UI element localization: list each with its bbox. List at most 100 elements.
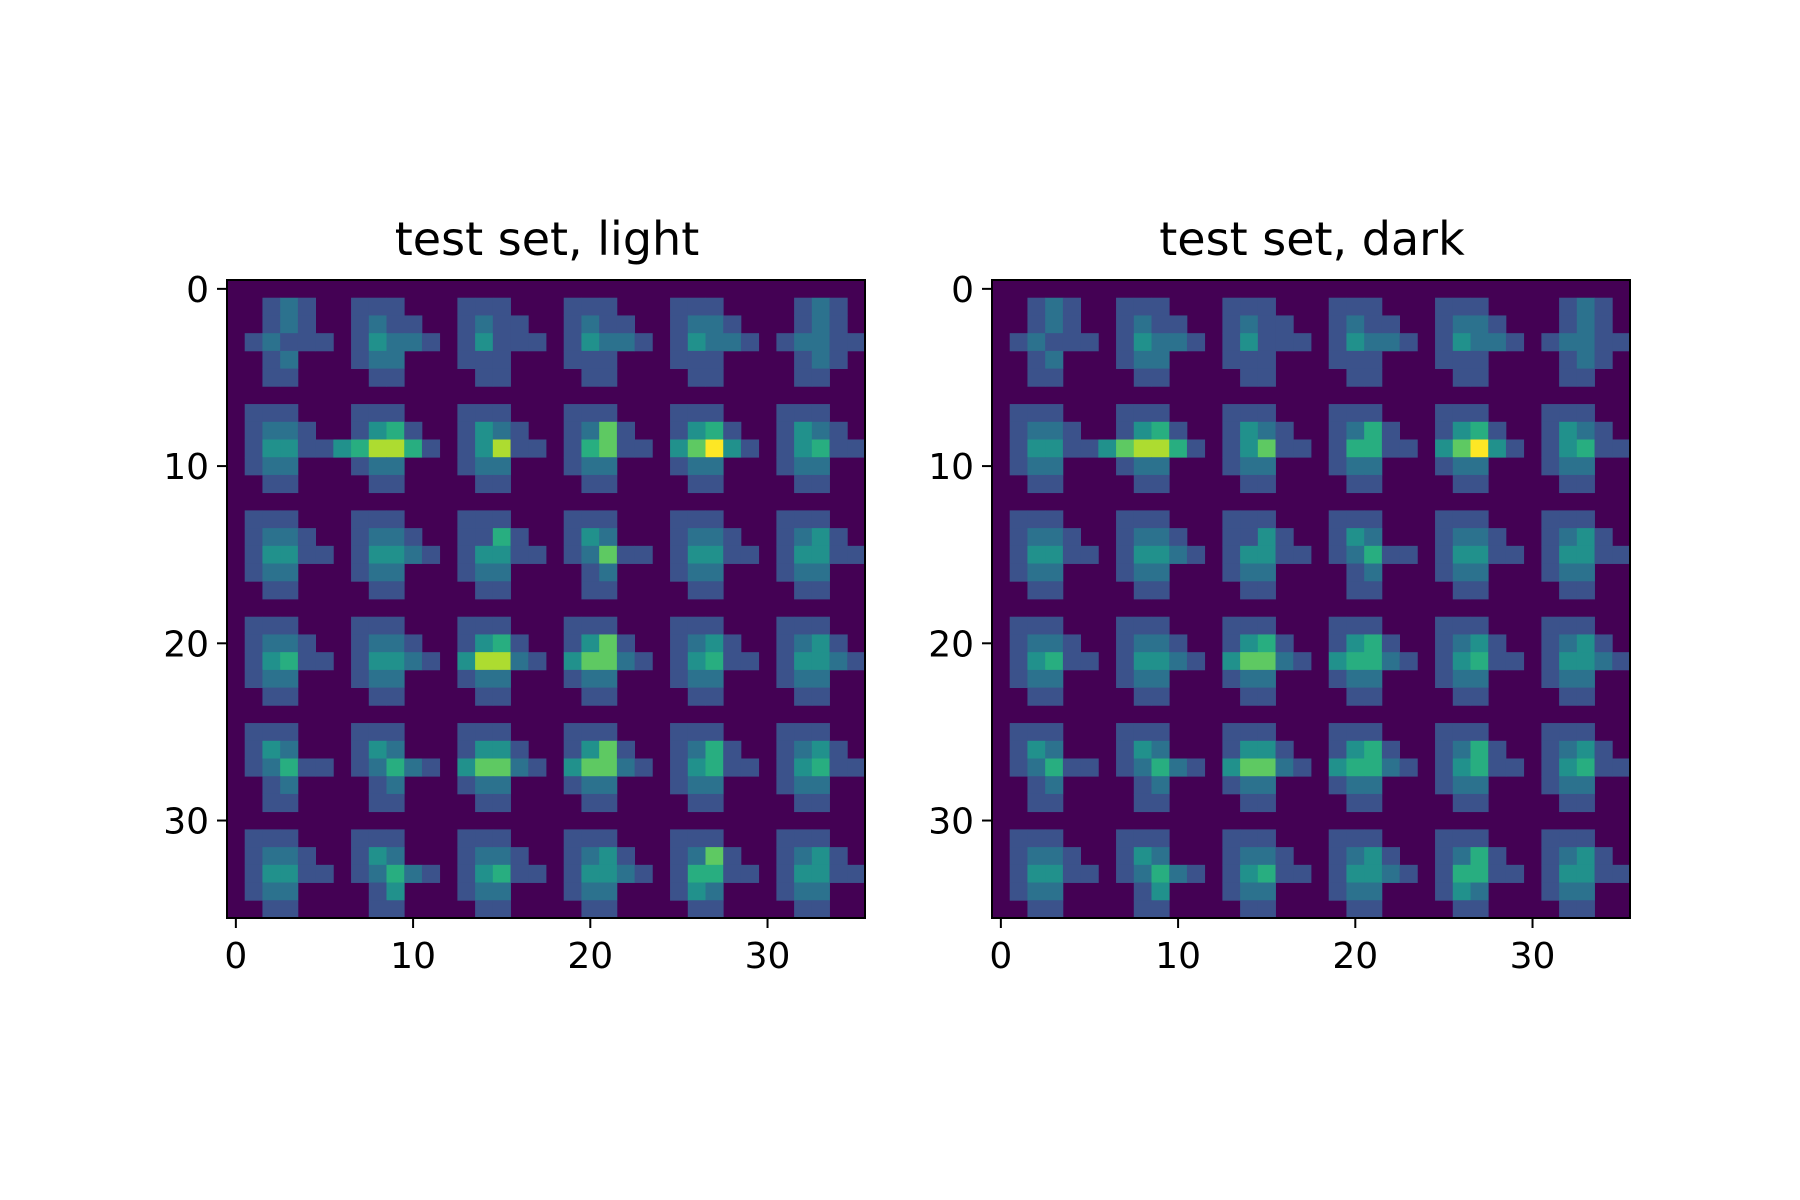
heatmap-cell: [1151, 315, 1170, 334]
heatmap-cell: [1151, 634, 1170, 653]
heatmap-cell: [368, 900, 387, 919]
heatmap-cell: [315, 758, 334, 777]
heatmap-cell: [599, 457, 618, 476]
heatmap-cell: [457, 882, 476, 901]
heatmap-cell: [687, 545, 706, 564]
heatmap-cell: [1559, 793, 1578, 813]
heatmap-cell: [1364, 864, 1383, 883]
heatmap-cell: [244, 439, 263, 458]
heatmap-cell: [262, 723, 281, 742]
heatmap-cell: [280, 652, 299, 671]
heatmap-cell: [492, 900, 511, 919]
heatmap-panel-light: test set, light 0 10 20 30 0 10 20 30: [163, 212, 866, 977]
heatmap-cell: [811, 545, 830, 564]
heatmap-cell: [1133, 581, 1152, 600]
heatmap-cell: [1169, 758, 1188, 777]
heatmap-cell: [244, 563, 263, 582]
heatmap-cell: [1027, 882, 1046, 901]
heatmap-cell: [280, 404, 299, 423]
heatmap-cell: [351, 545, 370, 564]
heatmap-cell: [1116, 439, 1135, 458]
heatmap-cell: [1541, 776, 1560, 795]
heatmap-cell: [1045, 439, 1064, 458]
heatmap-cell: [262, 439, 281, 458]
heatmap-cell: [794, 457, 813, 476]
heatmap-cell: [1559, 882, 1578, 901]
heatmap-cell: [1488, 528, 1507, 547]
heatmap-cell: [1045, 563, 1064, 582]
heatmap-cell: [492, 581, 511, 600]
heatmap-cell: [1346, 545, 1365, 564]
heatmap-cell: [1452, 439, 1471, 458]
heatmap-cell: [687, 457, 706, 476]
heatmap-cell: [297, 864, 317, 883]
heatmap-cell: [1381, 333, 1401, 352]
heatmap-cell: [1027, 421, 1046, 440]
heatmap-cell: [1381, 545, 1401, 564]
heatmap-cell: [581, 740, 600, 759]
heatmap-cell: [1240, 528, 1259, 547]
heatmap-cell: [1435, 864, 1454, 883]
heatmap-cell: [475, 634, 494, 653]
heatmap-cell: [1045, 900, 1064, 919]
heatmap-cell: [1541, 652, 1560, 671]
heatmap-cell: [457, 421, 476, 440]
heatmap-cell: [794, 404, 813, 423]
heatmap-cell: [1240, 723, 1259, 742]
heatmap-cell: [457, 333, 476, 352]
heatmap-cell: [670, 864, 689, 883]
heatmap-cell: [705, 510, 724, 529]
heatmap-cell: [1151, 687, 1170, 706]
heatmap-cell: [1240, 510, 1259, 529]
heatmap-cell: [1275, 634, 1294, 653]
heatmap-cell: [1257, 669, 1276, 689]
heatmap-cell: [599, 350, 618, 370]
heatmap-cell: [297, 297, 317, 316]
heatmap-cell: [581, 563, 600, 582]
heatmap-cell: [1293, 758, 1312, 777]
heatmap-cell: [368, 439, 387, 458]
heatmap-cell: [581, 333, 600, 352]
heatmap-cell: [1009, 404, 1028, 423]
heatmap-cell: [510, 315, 529, 334]
heatmap-cell: [1576, 563, 1595, 582]
heatmap-cell: [740, 333, 760, 352]
heatmap-cell: [1346, 510, 1365, 529]
heatmap-cell: [1240, 616, 1259, 635]
heatmap-cell: [723, 864, 742, 883]
heatmap-cell: [599, 545, 618, 564]
heatmap-cell: [687, 563, 706, 582]
heatmap-cell: [1559, 421, 1578, 440]
heatmap-cell: [1257, 581, 1276, 600]
heatmap-cell: [1027, 847, 1046, 866]
heatmap-cell: [1470, 669, 1489, 689]
heatmap-cell: [1275, 315, 1294, 334]
heatmap-cell: [1133, 616, 1152, 635]
heatmap-cell: [1346, 793, 1365, 813]
heatmap-cell: [811, 864, 830, 883]
heatmap-cell: [262, 652, 281, 671]
heatmap-cell: [368, 333, 387, 352]
heatmap-cell: [634, 758, 653, 777]
heatmap-cell: [1133, 847, 1152, 866]
heatmap-cell: [776, 776, 795, 795]
heatmap-cell: [563, 439, 582, 458]
heatmap-cell: [670, 404, 689, 423]
heatmap-cell: [351, 652, 370, 671]
heatmap-cell: [670, 740, 689, 759]
heatmap-cell: [1559, 510, 1578, 529]
heatmap-cell: [563, 847, 582, 866]
heatmap-cell: [421, 864, 441, 883]
heatmap-cell: [280, 368, 299, 387]
heatmap-cell: [1151, 776, 1170, 795]
heatmap-cell: [1470, 829, 1489, 848]
heatmap-cell: [599, 474, 618, 494]
heatmap-cell: [351, 723, 370, 742]
heatmap-cell: [776, 634, 795, 653]
heatmap-cell: [457, 847, 476, 866]
heatmap-cell: [1222, 297, 1241, 316]
heatmap-cell: [1488, 439, 1507, 458]
heatmap-cell: [475, 545, 494, 564]
heatmap-cell: [528, 758, 547, 777]
heatmap-cell: [847, 864, 866, 883]
